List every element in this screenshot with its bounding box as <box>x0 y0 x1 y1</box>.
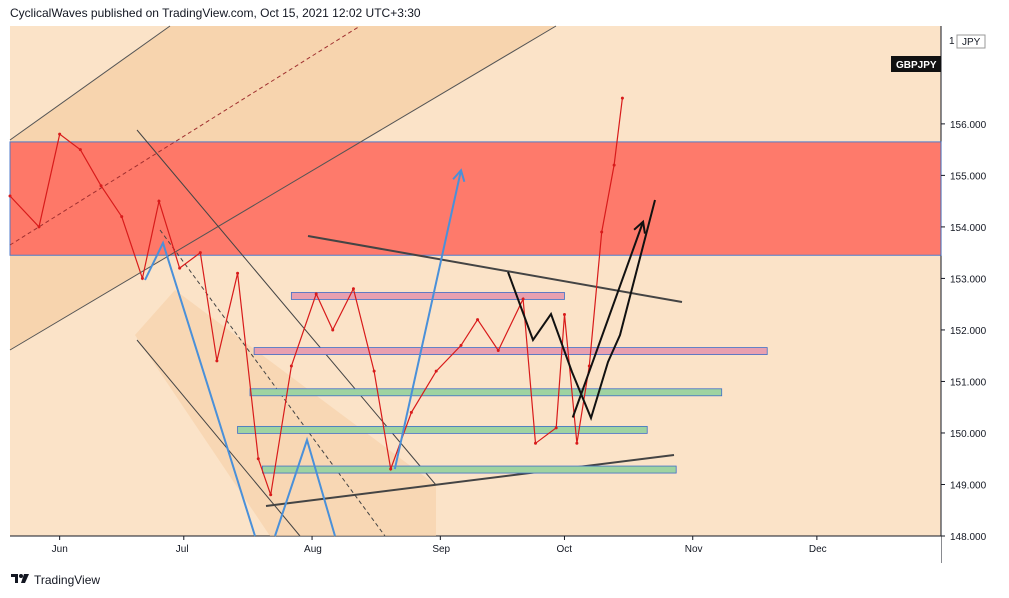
y-tick-label: 155.000 <box>950 171 987 182</box>
y-axis-ticks: 148.000 149.000 150.000 151.000 152.000 153.0… <box>941 120 987 543</box>
price-axis <box>941 26 999 536</box>
target-arrow-icon <box>633 219 646 234</box>
y-tick-label: 156.000 <box>950 120 987 131</box>
price-point <box>476 318 480 322</box>
price-point <box>554 426 558 430</box>
price-point <box>612 163 616 167</box>
svg-text:GBPJPY: GBPJPY <box>896 60 937 71</box>
pink-band[interactable] <box>290 292 565 300</box>
x-axis-ticks: Jun Jul Aug Sep Oct Nov Dec <box>52 536 827 555</box>
y-tick-label: 154.000 <box>950 223 987 234</box>
price-point <box>575 441 579 445</box>
price-point <box>314 292 318 296</box>
x-tick-label: Sep <box>432 544 450 555</box>
pink-band[interactable] <box>253 347 768 355</box>
x-tick-label: Jun <box>52 544 68 555</box>
channel-mid-line[interactable] <box>9 25 361 246</box>
triangle-upper-line[interactable] <box>307 235 683 303</box>
y-tick-label: 150.000 <box>950 429 987 440</box>
price-point <box>562 312 566 316</box>
price-point <box>78 148 82 152</box>
price-series-line[interactable] <box>9 98 623 495</box>
price-series-points <box>8 96 624 497</box>
currency-badge: JPY <box>956 34 986 49</box>
y-tick-label: 148.000 <box>950 532 987 543</box>
symbol-badge[interactable]: GBPJPY <box>891 56 941 72</box>
descending-channel-fill <box>135 290 436 536</box>
blue-arrow-line[interactable] <box>393 170 462 470</box>
price-point <box>178 266 182 270</box>
price-point <box>140 276 144 280</box>
down-channel-mid-line[interactable] <box>159 229 386 537</box>
price-point <box>157 199 161 203</box>
price-point <box>120 215 124 219</box>
price-point <box>269 493 273 497</box>
x-tick-label: Nov <box>685 544 703 555</box>
price-point <box>496 349 500 353</box>
channel-upper-line[interactable] <box>9 25 171 141</box>
price-point <box>434 369 438 373</box>
price-point <box>58 132 62 136</box>
y-tick-label: 153.000 <box>950 274 987 285</box>
x-tick-label: Jul <box>176 544 189 555</box>
x-tick-label: Dec <box>809 544 827 555</box>
price-point <box>198 251 202 255</box>
price-point <box>372 369 376 373</box>
down-channel-upper-line[interactable] <box>136 129 437 486</box>
tradingview-footer[interactable]: TradingView <box>10 572 100 587</box>
price-point <box>289 364 293 368</box>
price-point <box>99 184 103 188</box>
channel-lower-line[interactable] <box>9 25 557 351</box>
price-point <box>521 297 525 301</box>
price-point <box>8 194 12 198</box>
green-band[interactable] <box>249 388 723 397</box>
green-band[interactable] <box>262 465 677 474</box>
blue-wave-path[interactable] <box>144 240 256 537</box>
publish-info: CyclicalWaves published on TradingView.c… <box>10 6 421 20</box>
y-tick-label: 151.000 <box>950 377 987 388</box>
price-point <box>533 441 537 445</box>
projection-arrows[interactable] <box>393 168 646 470</box>
tradingview-brand: TradingView <box>34 572 101 587</box>
down-channel-lower-line[interactable] <box>136 339 301 537</box>
target-arrow-icon <box>452 168 466 183</box>
price-point <box>459 343 463 347</box>
price-point <box>215 359 219 363</box>
price-point <box>389 467 393 471</box>
x-tick-label: Oct <box>556 544 572 555</box>
price-point <box>600 230 604 234</box>
black-arrow-line[interactable] <box>571 221 645 418</box>
svg-text:JPY: JPY <box>962 37 981 48</box>
top-price-label: 1 <box>949 36 955 47</box>
time-axis <box>10 536 941 563</box>
tradingview-logo-icon <box>10 572 30 587</box>
price-point <box>620 96 624 100</box>
blue-wave-path-2[interactable] <box>274 436 336 537</box>
price-point <box>37 225 41 229</box>
price-point <box>351 287 355 291</box>
green-band[interactable] <box>237 425 648 434</box>
price-point <box>331 328 335 332</box>
y-tick-label: 152.000 <box>950 326 987 337</box>
price-point <box>409 410 413 414</box>
resistance-zone[interactable] <box>9 141 942 256</box>
price-point <box>236 271 240 275</box>
x-tick-label: Aug <box>304 544 322 555</box>
y-tick-label: 149.000 <box>950 480 987 491</box>
support-resistance-bands[interactable] <box>237 292 768 474</box>
triangle-lower-line[interactable] <box>265 454 675 507</box>
price-point <box>256 457 260 461</box>
